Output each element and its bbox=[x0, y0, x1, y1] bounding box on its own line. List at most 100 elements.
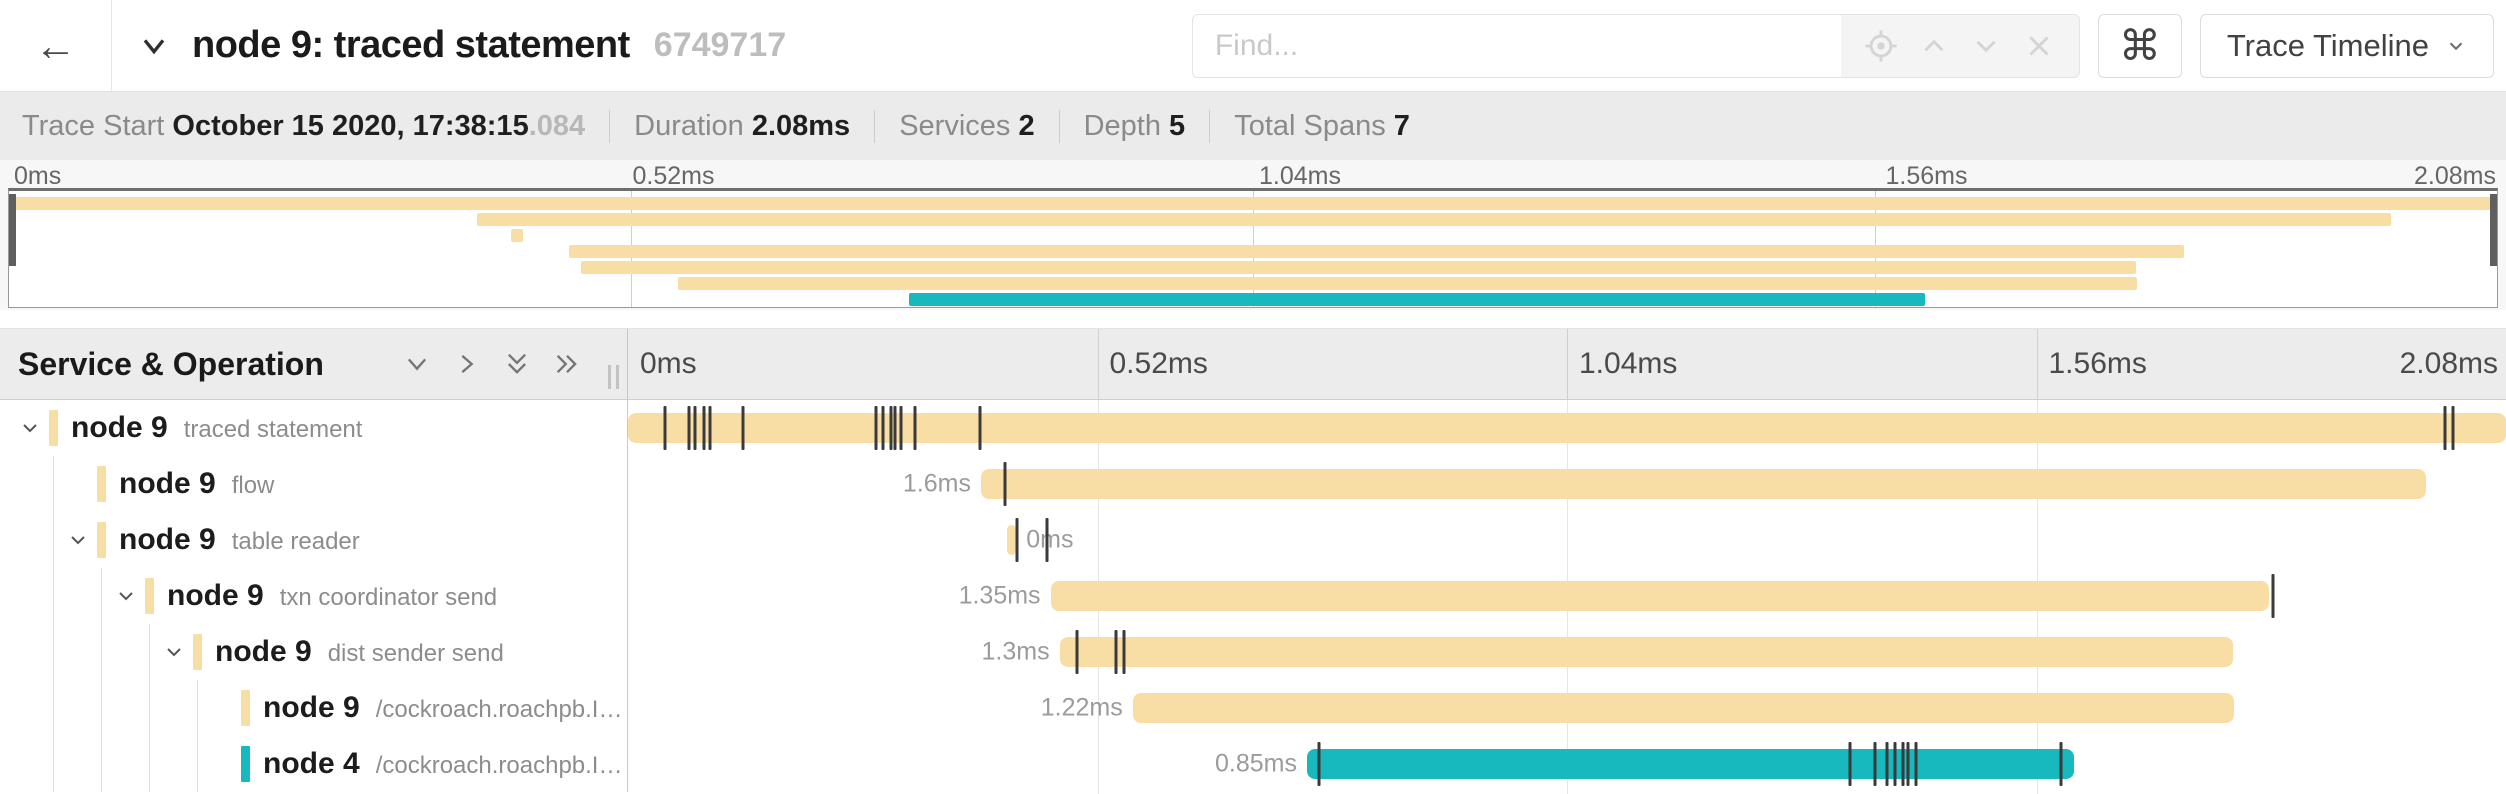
span-row-track[interactable]: 0.85ms bbox=[628, 736, 2506, 792]
span-duration-label: 1.3ms bbox=[981, 637, 1050, 666]
header-actions: ⌘ Trace Timeline bbox=[1191, 0, 2506, 91]
summary-item: Services 2 bbox=[874, 109, 1058, 143]
span-row-name[interactable]: node 9/cockroach.roachpb.I… bbox=[0, 680, 628, 736]
trace-collapse-chevron-icon[interactable] bbox=[136, 28, 172, 64]
span-row-name[interactable]: node 9 table reader bbox=[0, 512, 628, 568]
minimap-span-bar bbox=[476, 213, 2391, 226]
span-log-marker bbox=[1848, 742, 1852, 786]
collapse-one-button[interactable] bbox=[403, 350, 431, 378]
minimap-span-bar bbox=[9, 197, 2497, 210]
keyboard-shortcuts-button[interactable]: ⌘ bbox=[2097, 13, 2182, 78]
span-bar[interactable] bbox=[1132, 693, 2235, 723]
tree-guide-line bbox=[101, 736, 102, 792]
timeline-header-gridline bbox=[1097, 329, 1099, 399]
service-color-chip bbox=[145, 578, 154, 614]
span-log-marker bbox=[663, 406, 667, 450]
span-row-name[interactable]: node 9 dist sender send bbox=[0, 624, 628, 680]
trace-minimap: 0ms 0.52ms 1.04ms 1.56ms 2.08ms bbox=[0, 160, 2506, 310]
find-locate-button[interactable] bbox=[1864, 29, 1898, 63]
chevron-down-icon[interactable] bbox=[162, 640, 186, 664]
service-name: node 9 traced statement bbox=[71, 411, 363, 444]
span-row: node 9 traced statement bbox=[0, 400, 2506, 456]
chevron-down-icon[interactable] bbox=[18, 416, 42, 440]
operation-name: table reader bbox=[231, 528, 360, 555]
span-log-marker bbox=[2059, 742, 2063, 786]
span-row-name[interactable]: node 9 traced statement bbox=[0, 400, 628, 456]
span-log-marker bbox=[687, 406, 691, 450]
span-duration-label: 1.22ms bbox=[1040, 693, 1123, 722]
chevron-down-icon[interactable] bbox=[66, 528, 90, 552]
minimap-canvas[interactable] bbox=[8, 188, 2498, 308]
collapse-all-button[interactable] bbox=[503, 350, 531, 378]
find-input[interactable] bbox=[1192, 14, 1841, 77]
find-prev-button[interactable] bbox=[1917, 29, 1951, 63]
span-log-marker bbox=[978, 406, 982, 450]
span-row-track[interactable]: 1.35ms bbox=[628, 568, 2506, 624]
span-row-track[interactable]: 1.3ms bbox=[628, 624, 2506, 680]
span-bar[interactable] bbox=[981, 469, 2426, 499]
summary-item-value: 2 bbox=[1018, 109, 1035, 142]
span-log-marker bbox=[1003, 462, 1006, 506]
service-name: node 9 txn coordinator send bbox=[167, 579, 498, 612]
page-title: node 9: traced statement bbox=[192, 24, 630, 66]
span-row-track[interactable]: 1.22ms bbox=[628, 680, 2506, 736]
double-chevron-right-icon bbox=[556, 355, 577, 373]
span-row-track[interactable]: 0ms bbox=[628, 512, 2506, 568]
find-next-button[interactable] bbox=[1969, 29, 2003, 63]
service-color-chip bbox=[97, 522, 106, 558]
tree-guide-line bbox=[101, 624, 102, 680]
span-row-name[interactable]: node 4/cockroach.roachpb.I… bbox=[0, 736, 628, 792]
timeline-tick-label: 1.04ms bbox=[1579, 347, 1678, 380]
timeline-header-left: Service & Operation bbox=[0, 329, 628, 399]
operation-name: txn coordinator send bbox=[279, 584, 498, 611]
span-row: node 9/cockroach.roachpb.I… 1.22ms bbox=[0, 680, 2506, 736]
summary-item-label: Total Spans bbox=[1234, 109, 1394, 142]
span-log-marker bbox=[2271, 574, 2275, 618]
summary-item: Trace Start October 15 2020, 17:38:15.08… bbox=[14, 110, 609, 143]
minimap-scrubber-left[interactable] bbox=[9, 194, 16, 266]
find-group bbox=[1191, 13, 2080, 78]
find-clear-button[interactable] bbox=[2022, 29, 2056, 63]
operation-name: flow bbox=[231, 472, 275, 499]
column-resize-handle[interactable] bbox=[608, 365, 619, 389]
span-log-marker bbox=[899, 406, 903, 450]
summary-item: Depth 5 bbox=[1058, 109, 1210, 143]
chevron-right-icon bbox=[461, 354, 474, 374]
span-bar[interactable] bbox=[1306, 749, 2075, 779]
expand-all-button[interactable] bbox=[553, 350, 581, 378]
service-color-chip bbox=[49, 410, 58, 446]
span-log-marker bbox=[1317, 742, 1321, 786]
span-row-track[interactable] bbox=[628, 400, 2506, 456]
summary-item-value: October 15 2020, 17:38:15 bbox=[172, 109, 529, 142]
span-log-marker bbox=[1885, 742, 1889, 786]
span-row-name[interactable]: node 9 txn coordinator send bbox=[0, 568, 628, 624]
span-bar[interactable] bbox=[1050, 581, 2270, 611]
chevron-down-icon[interactable] bbox=[114, 584, 138, 608]
summary-item-value: 7 bbox=[1393, 109, 1410, 142]
span-row-track[interactable]: 1.6ms bbox=[628, 456, 2506, 512]
minimap-scrubber-right[interactable] bbox=[2490, 194, 2497, 266]
span-log-marker bbox=[1893, 742, 1897, 786]
tree-guide-line bbox=[53, 624, 54, 680]
span-bar[interactable] bbox=[628, 413, 2506, 443]
span-log-marker bbox=[1906, 742, 1910, 786]
span-log-marker bbox=[1873, 742, 1877, 786]
tree-guide-line bbox=[149, 736, 150, 792]
minimap-tick-label: 0.52ms bbox=[632, 162, 715, 190]
summary-item-label: Duration bbox=[634, 109, 752, 142]
span-row: node 9 dist sender send 1.3ms bbox=[0, 624, 2506, 680]
span-bar[interactable] bbox=[1059, 637, 2234, 667]
trace-view-select[interactable]: Trace Timeline bbox=[2199, 13, 2494, 78]
timeline-tick-label: 0ms bbox=[640, 347, 697, 380]
span-log-marker bbox=[1075, 630, 1079, 674]
minimap-tick-label: 2.08ms bbox=[2414, 162, 2496, 190]
minimap-tick-label: 1.56ms bbox=[1885, 162, 1968, 190]
back-button[interactable]: ← bbox=[34, 21, 77, 69]
span-log-marker bbox=[1914, 742, 1918, 786]
span-row-name[interactable]: node 9 flow bbox=[0, 456, 628, 512]
expand-one-button[interactable] bbox=[453, 350, 481, 378]
span-bar[interactable] bbox=[1007, 525, 1017, 555]
service-color-chip bbox=[97, 466, 106, 502]
trace-id: 6749717 bbox=[653, 26, 787, 64]
service-name: node 9 flow bbox=[119, 467, 275, 500]
